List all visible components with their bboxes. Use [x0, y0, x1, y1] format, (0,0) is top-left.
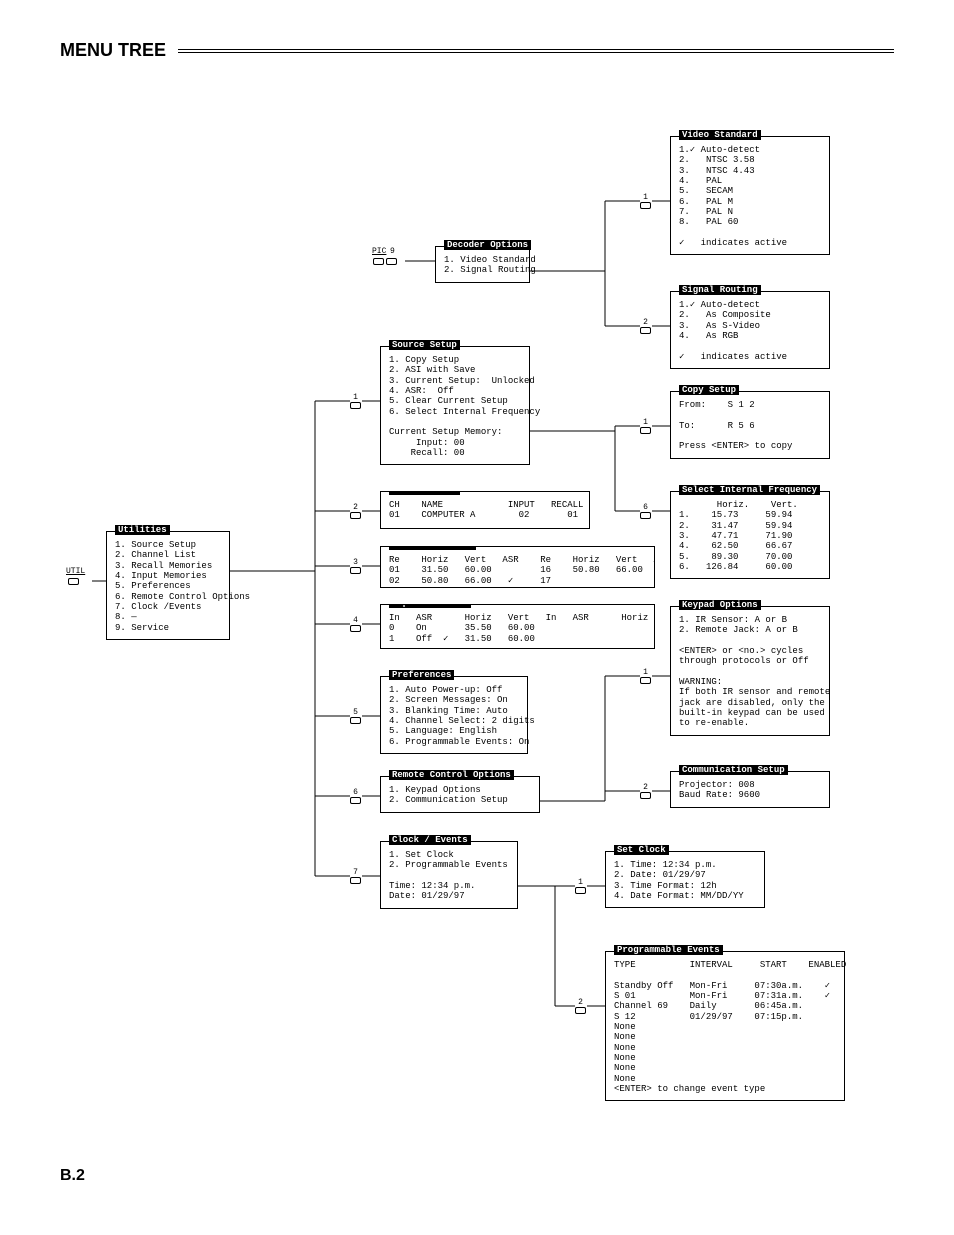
decoder-options-box: Decoder Options 1. Video Standard 2. Sig…: [435, 246, 530, 283]
recall-memories-box: Recall Memories Re Horiz Vert ASR Re Hor…: [380, 546, 655, 588]
keypad-options-content: 1. IR Sensor: A or B 2. Remote Jack: A o…: [679, 615, 821, 729]
decoder-options-title: Decoder Options: [444, 240, 531, 250]
key-ko1-icon: 1: [640, 668, 651, 684]
pic-key-icon: [373, 258, 397, 265]
source-setup-content: 1. Copy Setup 2. ASI with Save 3. Curren…: [389, 355, 521, 458]
key-sc1-icon: 1: [575, 878, 586, 894]
set-clock-title: Set Clock: [614, 845, 669, 855]
key-1-icon: 1: [350, 393, 361, 409]
page-title: MENU TREE: [60, 40, 166, 61]
channel-list-title: Channel List: [389, 491, 460, 495]
pic-key-label: PIC: [372, 247, 386, 256]
comm-setup-box: Communication Setup Projector: 008 Baud …: [670, 771, 830, 808]
pic-key-num: 9: [390, 247, 395, 256]
video-standard-box: Video Standard 1.✓ Auto-detect 2. NTSC 3…: [670, 136, 830, 255]
util-key-label: UTIL: [66, 567, 85, 576]
header-rule: [178, 49, 894, 53]
input-memories-box: Input Memories In ASR Horiz Vert In ASR …: [380, 604, 655, 649]
video-standard-content: 1.✓ Auto-detect 2. NTSC 3.58 3. NTSC 4.4…: [679, 145, 821, 248]
copy-setup-box: Copy Setup From: S 1 2 To: R 5 6 Press <…: [670, 391, 830, 459]
recall-memories-content: Re Horiz Vert ASR Re Horiz Vert ASR 01 3…: [389, 555, 646, 586]
copy-setup-title: Copy Setup: [679, 385, 739, 395]
select-freq-box: Select Internal Frequency Horiz. Vert. 1…: [670, 491, 830, 579]
key-cs1-icon: 1: [640, 418, 651, 434]
input-memories-title: Input Memories: [389, 604, 471, 608]
prog-events-box: Programmable Events TYPE INTERVAL START …: [605, 951, 845, 1101]
select-freq-title: Select Internal Frequency: [679, 485, 820, 495]
comm-setup-content: Projector: 008 Baud Rate: 9600: [679, 780, 821, 801]
key-3-icon: 3: [350, 558, 361, 574]
copy-setup-content: From: S 1 2 To: R 5 6 Press <ENTER> to c…: [679, 400, 821, 452]
keypad-options-title: Keypad Options: [679, 600, 761, 610]
key-4-icon: 4: [350, 616, 361, 632]
preferences-title: Preferences: [389, 670, 454, 680]
key-6-icon: 6: [350, 788, 361, 804]
preferences-content: 1. Auto Power-up: Off 2. Screen Messages…: [389, 685, 519, 747]
remote-control-title: Remote Control Options: [389, 770, 514, 780]
key-sc2-icon: 2: [575, 998, 586, 1014]
set-clock-content: 1. Time: 12:34 p.m. 2. Date: 01/29/97 3.…: [614, 860, 756, 901]
signal-routing-box: Signal Routing 1.✓ Auto-detect 2. As Com…: [670, 291, 830, 369]
keypad-options-box: Keypad Options 1. IR Sensor: A or B 2. R…: [670, 606, 830, 736]
clock-events-content: 1. Set Clock 2. Programmable Events Time…: [389, 850, 509, 902]
clock-events-box: Clock / Events 1. Set Clock 2. Programma…: [380, 841, 518, 909]
page-header: MENU TREE: [60, 40, 894, 61]
page-footer: B.2: [60, 1167, 85, 1185]
comm-setup-title: Communication Setup: [679, 765, 788, 775]
remote-control-content: 1. Keypad Options 2. Communication Setup: [389, 785, 531, 806]
utilities-content: 1. Source Setup 2. Channel List 3. Recal…: [115, 540, 221, 633]
key-7-icon: 7: [350, 868, 361, 884]
prog-events-content: TYPE INTERVAL START ENABLED Standby Off …: [614, 960, 836, 1094]
clock-events-title: Clock / Events: [389, 835, 471, 845]
key-dec2-icon: 2: [640, 318, 651, 334]
source-setup-box: Source Setup 1. Copy Setup 2. ASI with S…: [380, 346, 530, 465]
channel-list-box: Channel List CH NAME INPUT RECALL U/D 01…: [380, 491, 590, 529]
key-dec1-icon: 1: [640, 193, 651, 209]
input-memories-content: In ASR Horiz Vert In ASR Horiz Vert 0 On…: [389, 613, 646, 644]
recall-memories-title: Recall Memories: [389, 546, 476, 550]
prog-events-title: Programmable Events: [614, 945, 723, 955]
channel-list-content: CH NAME INPUT RECALL U/D 01 COMPUTER A 0…: [389, 500, 581, 521]
preferences-box: Preferences 1. Auto Power-up: Off 2. Scr…: [380, 676, 528, 754]
key-cs6-icon: 6: [640, 503, 651, 519]
video-standard-title: Video Standard: [679, 130, 761, 140]
set-clock-box: Set Clock 1. Time: 12:34 p.m. 2. Date: 0…: [605, 851, 765, 908]
key-2-icon: 2: [350, 503, 361, 519]
key-ko2-icon: 2: [640, 783, 651, 799]
utilities-title: Utilities: [115, 525, 170, 535]
select-freq-content: Horiz. Vert. 1. 15.73 59.94 2. 31.47 59.…: [679, 500, 821, 572]
signal-routing-title: Signal Routing: [679, 285, 761, 295]
util-key-icon: [68, 578, 79, 585]
menu-tree-diagram: UTIL PIC 9 Utilities 1. Source Setup 2. …: [60, 101, 894, 1121]
source-setup-title: Source Setup: [389, 340, 460, 350]
signal-routing-content: 1.✓ Auto-detect 2. As Composite 3. As S-…: [679, 300, 821, 362]
decoder-options-content: 1. Video Standard 2. Signal Routing: [444, 255, 521, 276]
remote-control-box: Remote Control Options 1. Keypad Options…: [380, 776, 540, 813]
utilities-box: Utilities 1. Source Setup 2. Channel Lis…: [106, 531, 230, 640]
key-5-icon: 5: [350, 708, 361, 724]
